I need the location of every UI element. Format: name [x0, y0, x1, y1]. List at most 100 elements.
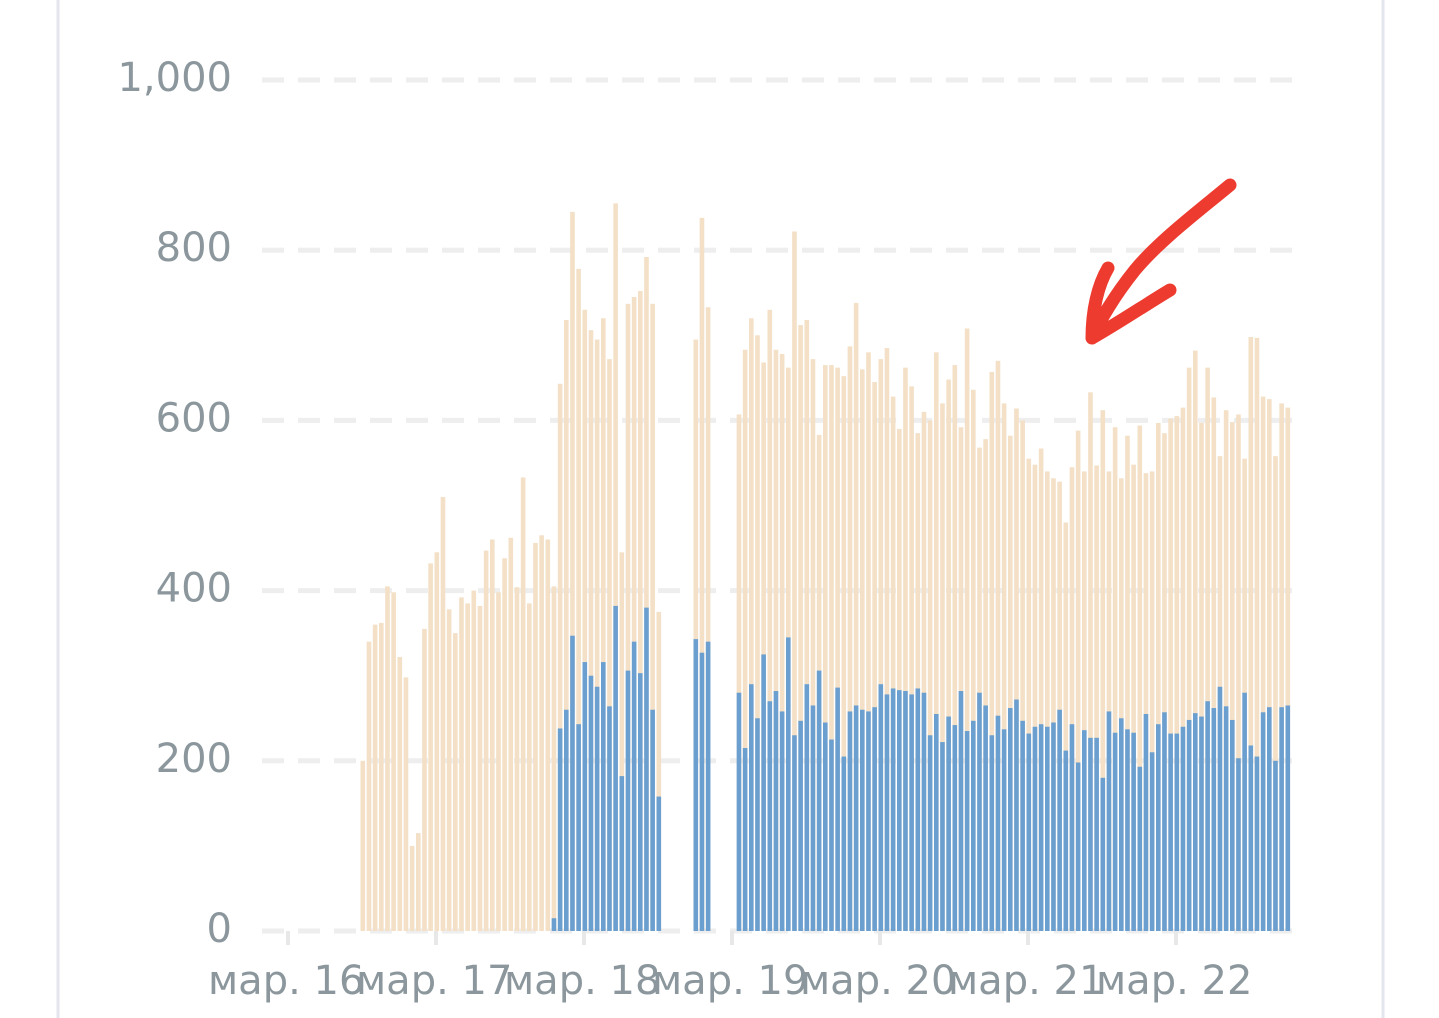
bar — [989, 371, 995, 931]
bar — [1094, 465, 1099, 931]
x-tick-label: мар. 19 — [652, 958, 808, 1004]
bar — [934, 713, 939, 931]
bar — [1223, 706, 1229, 931]
bar — [570, 211, 575, 931]
bar — [872, 707, 877, 931]
bar — [1106, 471, 1112, 931]
bar — [1236, 414, 1241, 931]
y-tick-label: 1,000 — [117, 55, 232, 101]
bar — [1230, 719, 1235, 931]
annotation-arrow — [1085, 178, 1237, 345]
bar — [736, 414, 742, 931]
bar — [446, 609, 452, 931]
bar — [1273, 760, 1278, 931]
bar — [1026, 458, 1032, 931]
bar — [1205, 367, 1210, 931]
bar — [767, 309, 773, 931]
bar — [952, 365, 958, 932]
bar — [594, 686, 600, 931]
bar — [915, 433, 921, 931]
bar — [551, 918, 557, 931]
bar — [829, 365, 834, 932]
bar — [1119, 478, 1124, 931]
bar — [1045, 471, 1050, 931]
bar — [1223, 410, 1229, 931]
bar — [514, 587, 520, 931]
bar — [1131, 732, 1136, 931]
bar — [1100, 777, 1106, 931]
bar — [385, 586, 390, 931]
bar — [964, 731, 970, 931]
bar — [1285, 705, 1291, 931]
bar — [502, 558, 507, 931]
bar — [705, 641, 711, 931]
bar — [940, 742, 945, 931]
bar — [841, 756, 847, 931]
bar — [1217, 686, 1223, 931]
bar — [779, 711, 785, 931]
bar — [1137, 425, 1143, 931]
bar — [490, 539, 495, 931]
bar — [545, 539, 551, 931]
bar — [1156, 422, 1161, 931]
bar — [1279, 707, 1284, 931]
bar — [576, 724, 581, 931]
bar — [1199, 716, 1204, 931]
bar — [952, 725, 958, 931]
bar — [1143, 713, 1149, 931]
bar — [594, 339, 600, 931]
bar — [1149, 471, 1155, 931]
bar — [1180, 726, 1186, 931]
bar — [977, 447, 982, 931]
bar — [847, 711, 853, 931]
bar — [465, 603, 470, 931]
bar — [1038, 448, 1044, 931]
bar — [934, 352, 939, 931]
bar — [483, 550, 489, 931]
bar — [1199, 422, 1204, 931]
bar — [1168, 733, 1173, 931]
bar — [1125, 435, 1130, 931]
bar — [1267, 399, 1272, 931]
bar — [835, 367, 840, 931]
bar — [607, 706, 612, 931]
bar — [1069, 467, 1075, 931]
bar — [1063, 522, 1069, 931]
bar — [749, 318, 754, 931]
bar — [866, 352, 871, 931]
bar — [995, 360, 1001, 932]
bar — [570, 635, 575, 931]
bar — [1082, 471, 1087, 931]
bar — [440, 496, 446, 931]
bar — [872, 382, 877, 932]
bar — [1051, 722, 1056, 931]
bar — [477, 605, 483, 931]
bar — [625, 670, 631, 931]
bar — [601, 662, 606, 931]
bar — [1248, 745, 1254, 931]
bar — [1088, 392, 1093, 931]
y-tick-label: 400 — [156, 566, 232, 612]
bar — [1008, 708, 1013, 931]
y-tick-label: 800 — [156, 225, 232, 271]
bar — [773, 349, 779, 932]
bar — [1045, 726, 1050, 931]
bar — [823, 722, 828, 931]
bar — [884, 694, 890, 931]
bar — [847, 346, 853, 931]
bar — [1020, 420, 1025, 931]
bar — [742, 748, 748, 931]
bar — [816, 670, 822, 931]
bar — [983, 705, 988, 931]
bar — [1254, 337, 1260, 931]
bar — [1014, 408, 1019, 932]
bar — [1143, 473, 1149, 931]
bar — [798, 325, 803, 931]
bar — [397, 656, 403, 931]
bar — [638, 291, 643, 932]
bar — [1285, 407, 1291, 931]
bar — [755, 718, 760, 931]
bar — [1242, 692, 1247, 931]
